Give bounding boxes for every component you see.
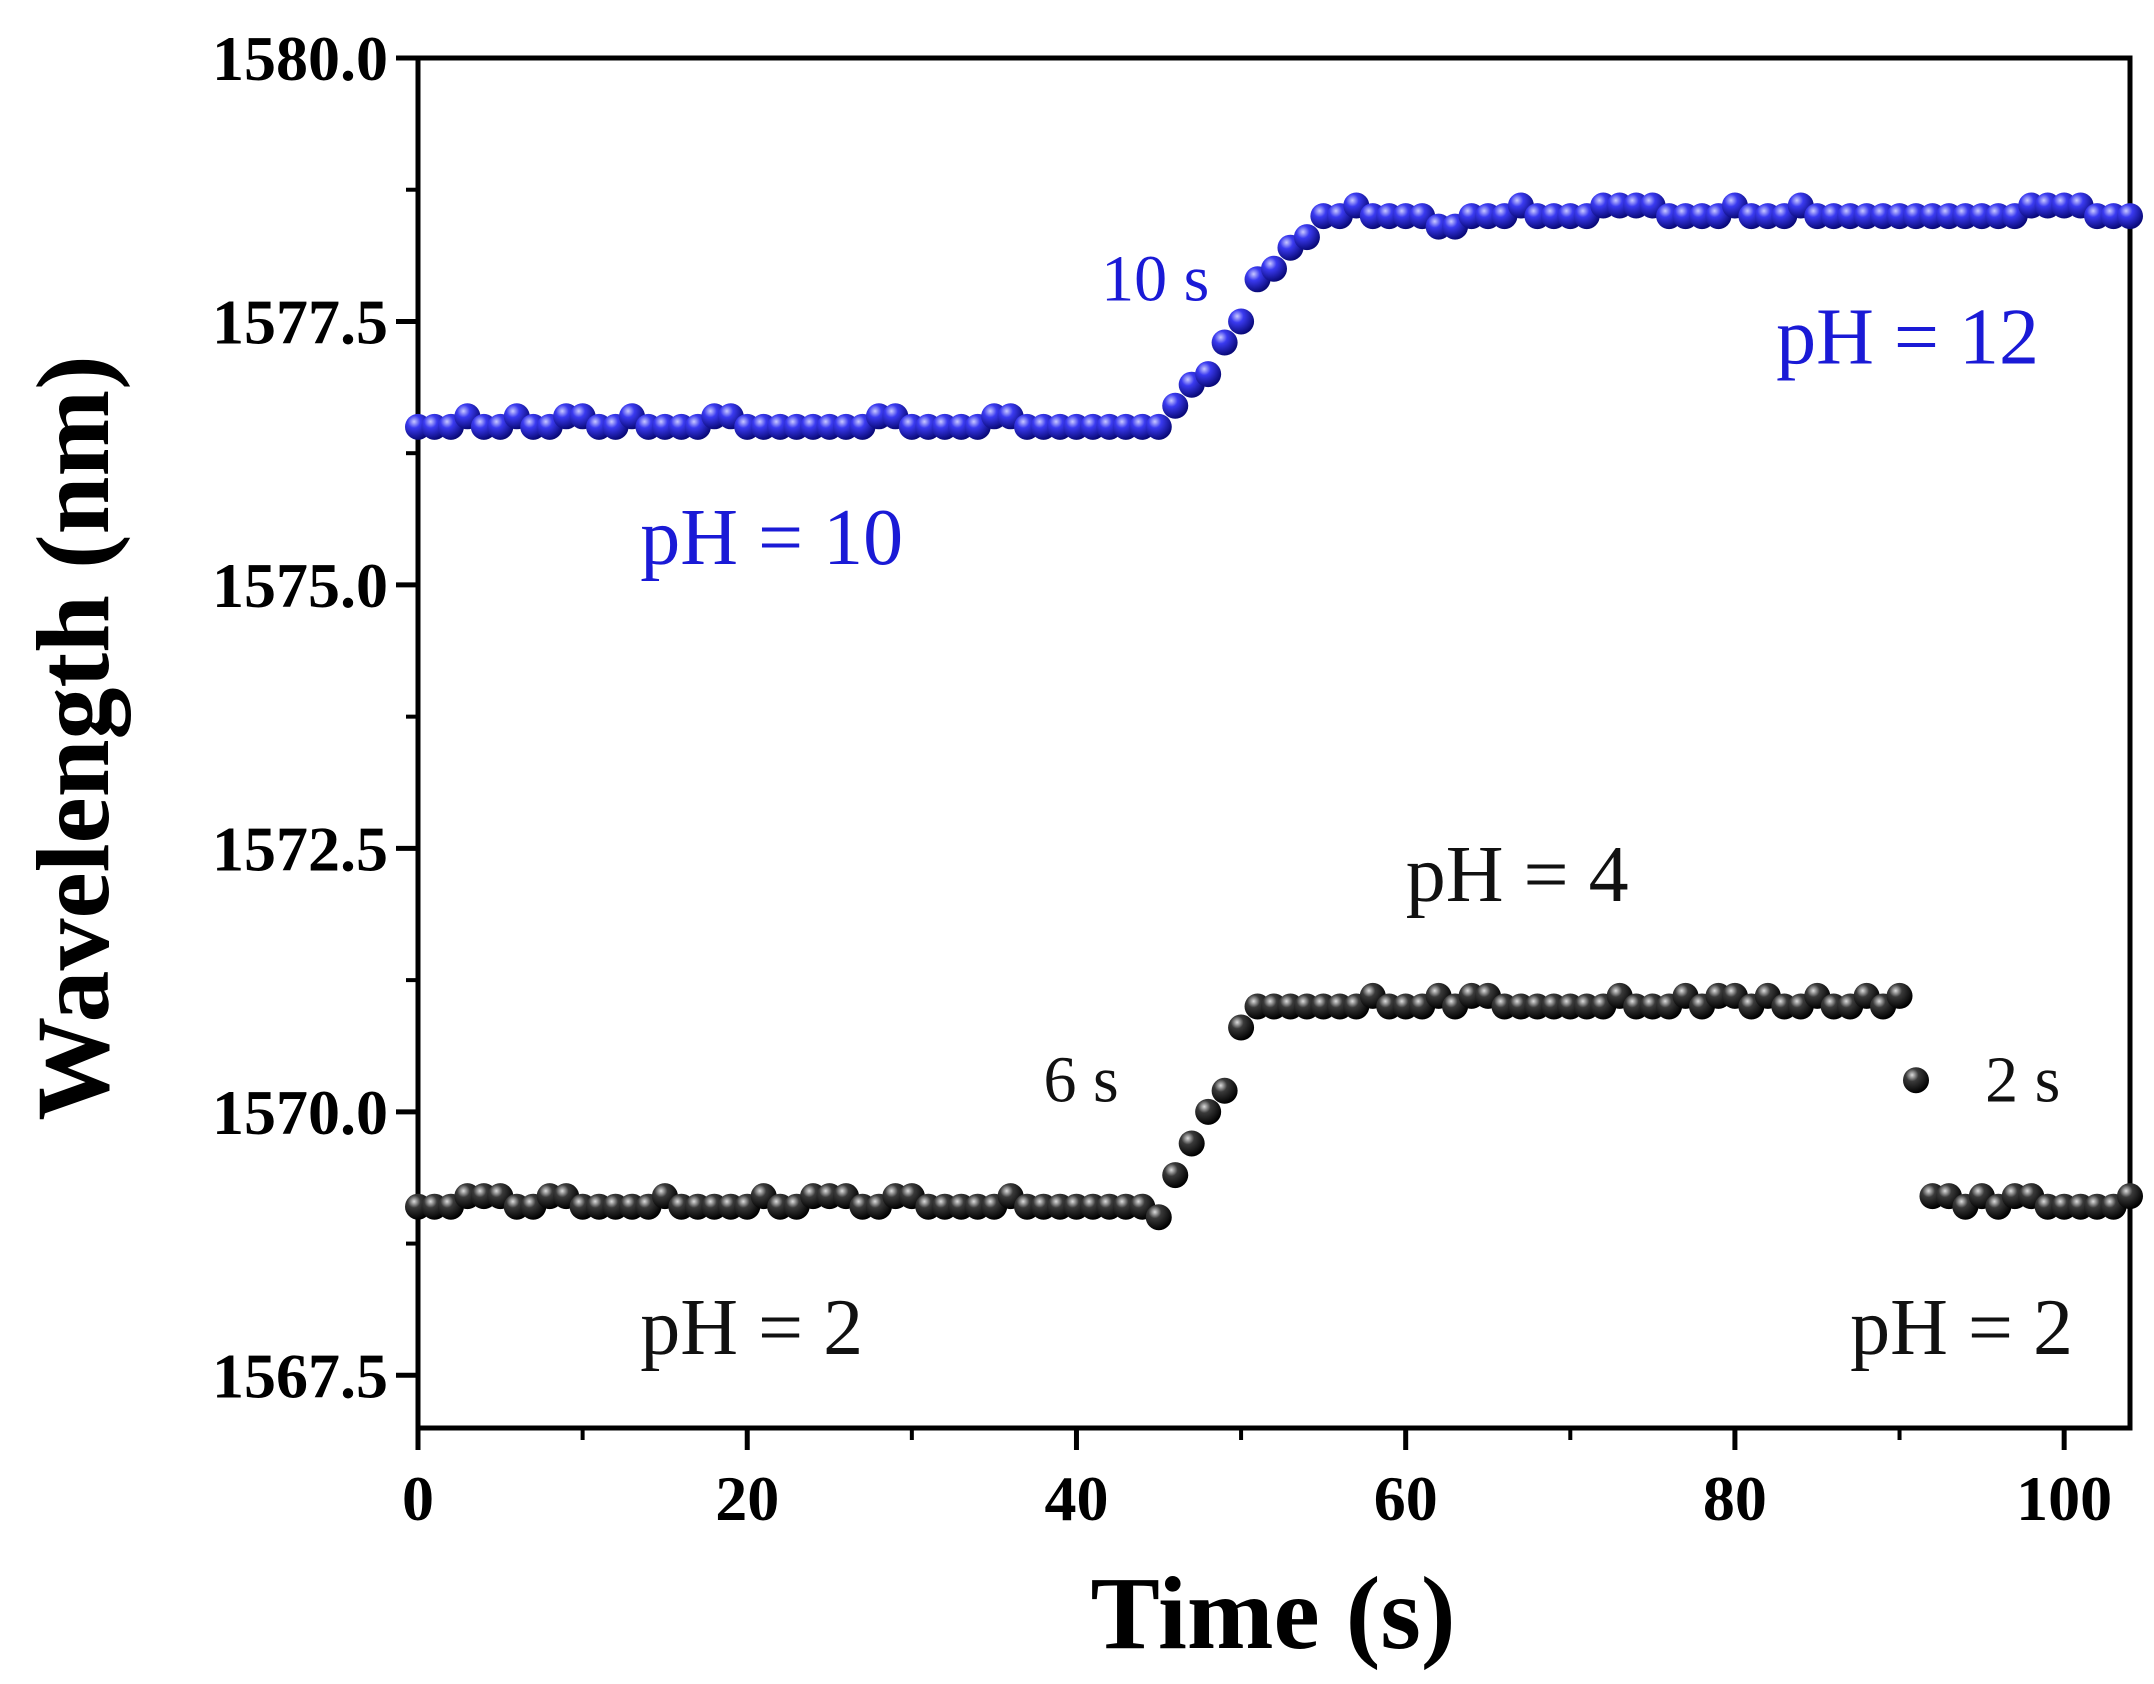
x-tick-label: 80 <box>1703 1463 1767 1534</box>
data-point <box>1886 982 1913 1009</box>
x-tick-label: 20 <box>715 1463 779 1534</box>
x-tick-label: 40 <box>1044 1463 1108 1534</box>
y-tick-label: 1570.0 <box>212 1077 388 1148</box>
annotation-label: pH = 12 <box>1776 294 2039 382</box>
y-axis-title: Wavelength (nm) <box>16 355 131 1121</box>
data-point <box>1228 1014 1255 1041</box>
y-tick-label: 1572.5 <box>212 813 388 884</box>
x-tick-label: 100 <box>2016 1463 2112 1534</box>
y-tick-label: 1580.0 <box>212 23 388 94</box>
annotation-label: pH = 2 <box>1850 1284 2073 1372</box>
axes: 1567.5 1570.0 1572.5 1575.0 1577.5 1580.0 0 20 4… <box>212 23 2133 1534</box>
data-point <box>1211 329 1238 356</box>
x-tick-label: 60 <box>1374 1463 1438 1534</box>
plot-frame <box>415 55 2133 1431</box>
data-series <box>405 192 2143 1231</box>
y-tick-label: 1575.0 <box>212 550 388 621</box>
annotation-label: 2 s <box>1985 1043 2060 1116</box>
data-point <box>1162 392 1189 419</box>
annotation-label: 10 s <box>1101 242 1209 315</box>
data-point <box>1261 255 1287 282</box>
series-black <box>405 982 2143 1231</box>
annotation-label: 6 s <box>1044 1043 1119 1116</box>
x-tick-label: 0 <box>402 1463 434 1534</box>
data-point <box>2117 1183 2143 1210</box>
data-point <box>1903 1067 1929 1094</box>
x-axis-title: Time (s) <box>1091 1556 1456 1671</box>
data-point <box>1195 361 1222 388</box>
y-tick-label: 1577.5 <box>212 286 388 357</box>
annotation-label: pH = 4 <box>1406 831 1629 919</box>
data-point <box>1211 1077 1238 1104</box>
data-point <box>1293 224 1320 251</box>
annotation-label: pH = 2 <box>640 1284 863 1372</box>
data-point <box>1178 1130 1205 1157</box>
data-point <box>1145 413 1172 440</box>
data-point <box>1228 308 1255 335</box>
data-point <box>2117 203 2143 230</box>
data-point <box>1145 1204 1172 1231</box>
series-blue <box>405 192 2143 440</box>
y-tick-label: 1567.5 <box>212 1340 388 1411</box>
data-point <box>1195 1098 1222 1125</box>
annotations: 10 s pH = 12 pH = 10 pH = 4 6 s 2 s pH = 2 pH =… <box>640 242 2073 1372</box>
annotation-label: pH = 10 <box>640 494 903 582</box>
data-point <box>1162 1162 1189 1189</box>
